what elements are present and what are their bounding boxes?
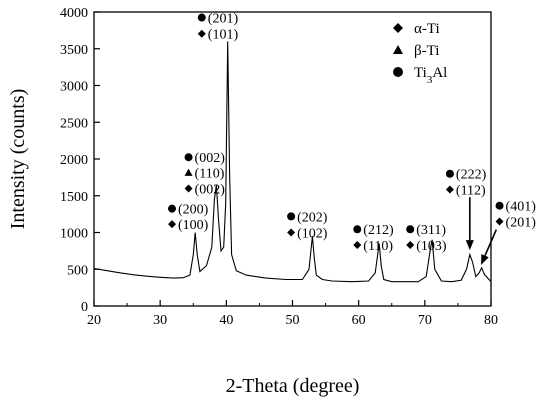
peak-annotation: (102)	[287, 227, 328, 242]
x-tick-label: 50	[286, 313, 300, 328]
peak-annotation-label: (103)	[416, 239, 447, 254]
diamond-marker	[287, 228, 296, 237]
peak-arrow	[465, 197, 474, 251]
y-tick-label: 2000	[60, 153, 88, 168]
circle-marker	[197, 13, 206, 22]
diamond-marker	[168, 220, 177, 229]
diamond-marker	[406, 241, 415, 250]
peak-annotation-label: (110)	[363, 239, 393, 254]
diamond-marker	[393, 23, 403, 33]
peak-annotation: (311)	[406, 223, 446, 238]
peak-annotation-label: (002)	[195, 151, 226, 166]
peak-annotation: (201)	[197, 12, 239, 27]
x-tick-label: 70	[418, 313, 432, 328]
peak-annotation: (112)	[445, 184, 486, 199]
peak-annotation-label: (202)	[297, 210, 328, 225]
legend-label: Ti3Al	[414, 65, 447, 86]
y-tick-label: 500	[67, 263, 88, 278]
peak-annotation-label: (311)	[416, 223, 446, 238]
peak-annotation: (110)	[184, 167, 225, 182]
circle-marker	[406, 225, 415, 234]
peak-annotation-label: (212)	[363, 223, 394, 238]
peak-annotation: (100)	[168, 218, 209, 233]
peak-annotation-label: (401)	[506, 200, 537, 215]
peak-arrow	[481, 229, 498, 265]
peak-annotation-label: (102)	[297, 227, 328, 242]
x-tick-label: 80	[484, 313, 498, 328]
y-tick-label: 1000	[60, 227, 88, 242]
triangle-marker	[184, 168, 193, 176]
y-axis-label: Intensity (counts)	[7, 89, 29, 230]
legend-label: α-Ti	[414, 21, 440, 37]
x-tick-label: 60	[352, 313, 366, 328]
triangle-marker	[393, 45, 403, 54]
diamond-marker	[495, 217, 504, 226]
diamond-marker	[197, 29, 206, 38]
peak-annotation-label: (002)	[195, 182, 226, 197]
peak-annotation: (222)	[445, 168, 487, 183]
peak-annotation: (200)	[168, 203, 209, 218]
peak-annotation: (110)	[353, 239, 393, 254]
diamond-marker	[353, 241, 362, 250]
x-axis-label: 2-Theta (degree)	[226, 375, 360, 397]
x-tick-label: 30	[153, 313, 167, 328]
x-tick-label: 20	[87, 313, 101, 328]
circle-marker	[495, 201, 504, 210]
peak-annotation: (002)	[184, 151, 226, 166]
circle-marker	[184, 153, 193, 162]
peak-annotation-label: (101)	[208, 28, 239, 43]
series-line	[93, 41, 492, 283]
legend-entry: α-Ti	[393, 21, 440, 37]
circle-marker	[287, 212, 296, 221]
circle-marker	[168, 204, 177, 213]
legend-entry: Ti3Al	[393, 65, 447, 86]
legend: α-Ti β-Ti Ti3Al	[393, 21, 447, 86]
diamond-marker	[445, 185, 454, 194]
diamond-marker	[184, 184, 193, 193]
peak-annotation-label: (100)	[178, 218, 209, 233]
circle-marker	[393, 67, 403, 77]
y-tick-label: 3500	[60, 43, 88, 58]
peak-annotation-label: (222)	[456, 168, 487, 183]
peak-annotation-label: (201)	[208, 12, 239, 27]
y-tick-label: 4000	[60, 6, 88, 21]
x-tick-label: 40	[219, 313, 233, 328]
peak-annotation-label: (201)	[506, 216, 537, 231]
y-tick-label: 2500	[60, 116, 88, 131]
peak-annotation: (101)	[197, 28, 239, 43]
peak-annotation-label: (200)	[178, 203, 209, 218]
peak-annotation: (002)	[184, 182, 226, 197]
y-tick-label: 0	[81, 300, 88, 315]
peak-annotation: (202)	[287, 210, 328, 225]
legend-entry: β-Ti	[393, 43, 439, 59]
annotations-layer: (201)(101)(002)(110)(002)(200)(100)(202)…	[168, 12, 536, 265]
peak-annotation-label: (112)	[456, 184, 486, 199]
y-tick-label: 3000	[60, 80, 88, 95]
peak-annotation: (103)	[406, 239, 447, 254]
peak-annotation: (401)	[495, 200, 537, 215]
peak-annotation: (201)	[495, 216, 537, 231]
legend-label: β-Ti	[414, 43, 439, 59]
circle-marker	[445, 169, 454, 178]
peak-annotation: (212)	[353, 223, 394, 238]
y-tick-label: 1500	[60, 190, 88, 205]
circle-marker	[353, 225, 362, 234]
peak-annotation-label: (110)	[195, 167, 225, 182]
plot-frame	[93, 11, 492, 307]
